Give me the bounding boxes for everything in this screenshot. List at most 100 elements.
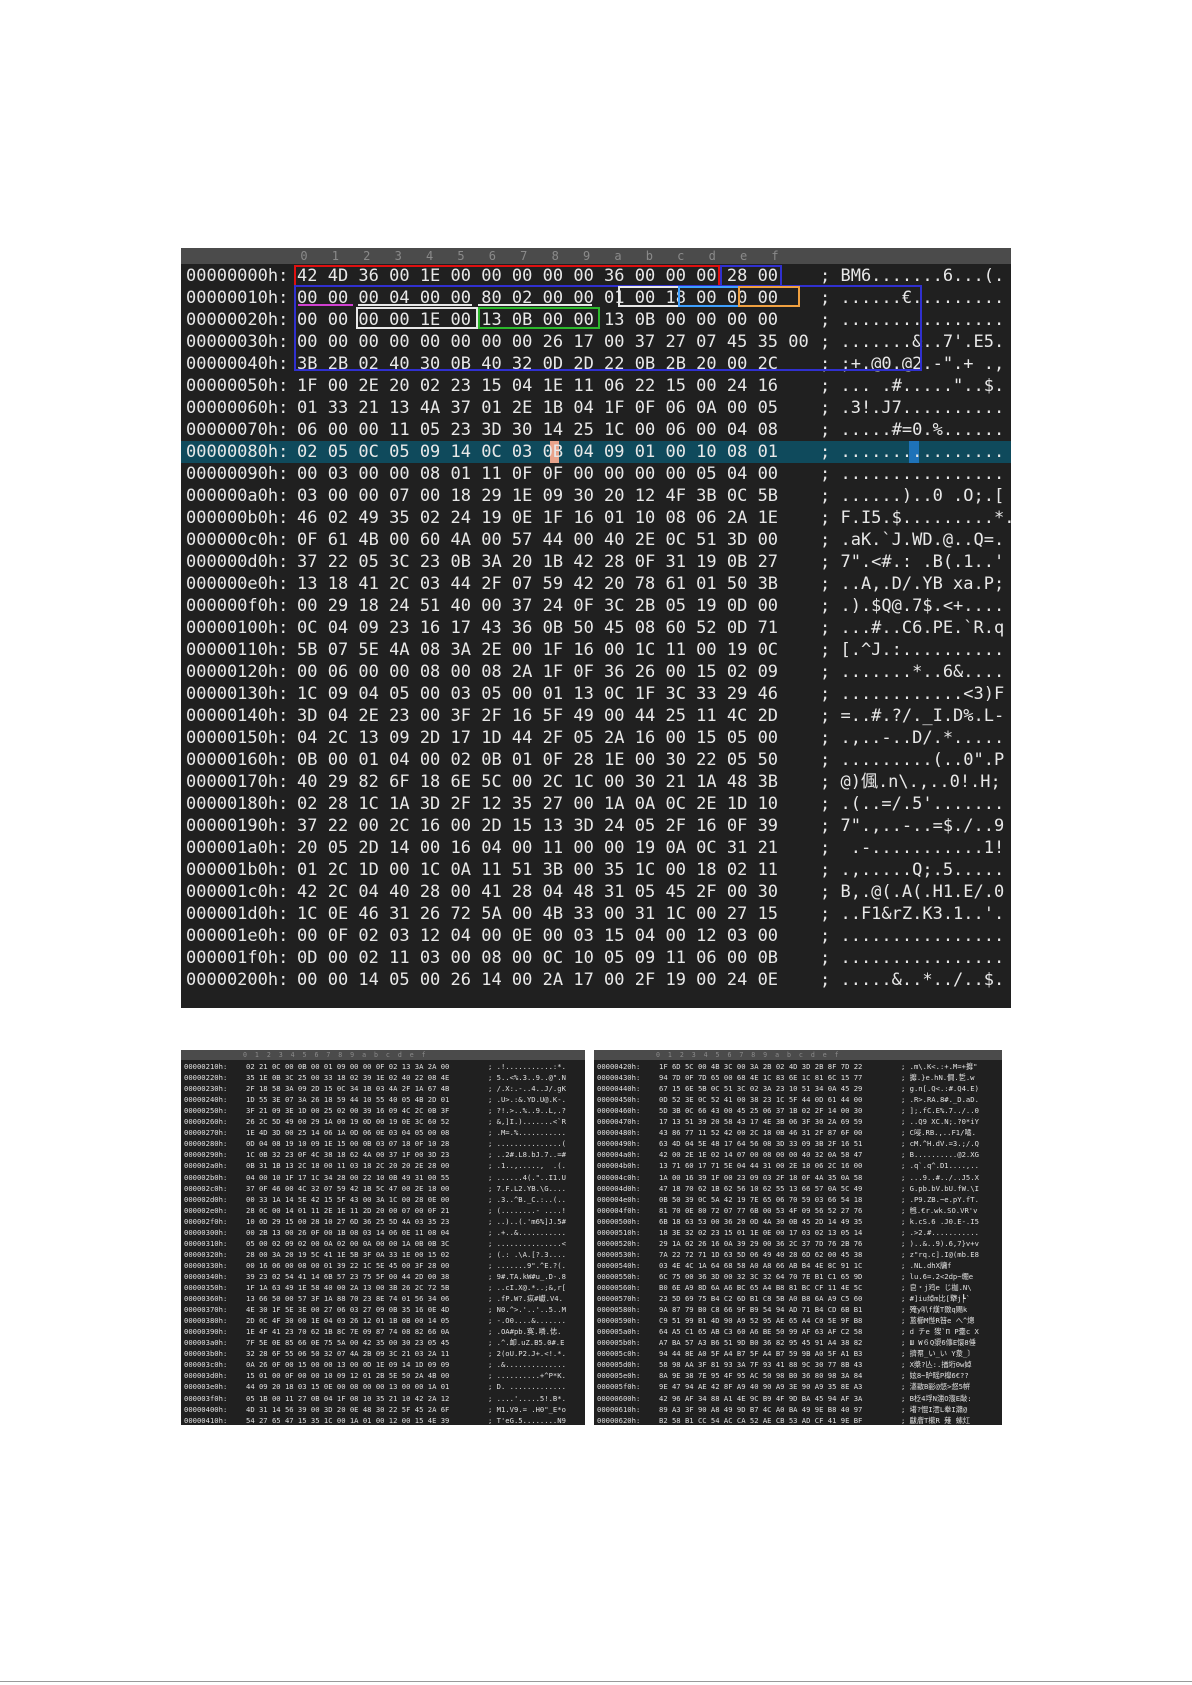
hex-row[interactable]: 000005c0h: 94 44 8E A0 5F A4 B7 5F A4 B7 … [594,1348,1002,1360]
hex-row[interactable]: 00000500h: 6B 18 63 53 00 36 20 0D 4A 30 … [594,1216,1002,1228]
hex-row[interactable]: 000004f0h: 81 70 0E 80 72 07 77 6B 00 53 … [594,1205,1002,1217]
hex-row[interactable]: 00000620h: B2 58 B1 CC 54 AC CA 52 AE CB … [594,1415,1002,1425]
hex-row[interactable]: 00000380h: 2D 0C 4F 30 00 1E 04 03 26 12 … [181,1315,585,1327]
selected-row[interactable]: 00000080h: 02 05 0C 05 09 14 0C 03 0B 04 … [181,441,1011,463]
hex-row[interactable]: 00000460h: 5D 3B 0C 66 43 00 45 25 06 37 … [594,1105,1002,1117]
hex-row[interactable]: 000004b0h: 13 71 60 17 71 5E 04 44 31 00 … [594,1160,1002,1172]
hex-row[interactable]: 00000150h: 04 2C 13 09 2D 17 1D 44 2F 05 … [181,727,1011,749]
hex-row[interactable]: 00000570h: 23 5D 69 75 B4 C2 6D B1 C8 5B … [594,1293,1002,1305]
hex-row[interactable]: 00000610h: 89 A3 3F 90 A8 49 9D B7 4C A0 … [594,1404,1002,1416]
hex-row[interactable]: 00000600h: 42 96 AF 34 88 A1 4E 9C B9 4F … [594,1393,1002,1405]
hex-row[interactable]: 00000030h: 00 00 00 00 00 00 00 00 26 17 … [181,331,1011,353]
hex-row[interactable]: 00000090h: 00 03 00 00 08 01 11 0F 0F 00 … [181,463,1011,485]
hex-row[interactable]: 00000360h: 13 66 50 00 57 3F 1A 88 70 23 … [181,1293,585,1305]
hex-row[interactable]: 00000160h: 0B 00 01 04 00 02 0B 01 0F 28 … [181,749,1011,771]
hex-row[interactable]: 00000120h: 00 06 00 00 08 00 08 2A 1F 0F … [181,661,1011,683]
hex-row[interactable]: 000002c0h: 37 0F 46 00 4C 32 07 59 42 1B … [181,1183,585,1195]
hex-row[interactable]: 000001e0h: 00 0F 02 03 12 04 00 0E 00 03 … [181,925,1011,947]
hex-row[interactable]: 000000d0h: 37 22 05 3C 23 0B 3A 20 1B 42 … [181,551,1011,573]
hex-row[interactable]: 00000510h: 18 3E 32 02 23 15 01 1E 0E 00 … [594,1227,1002,1239]
hex-row[interactable]: 00000010h: 00 00 00 04 00 00 80 02 00 00 … [181,287,1011,309]
hex-row[interactable]: 00000130h: 1C 09 04 05 00 03 05 00 01 13 … [181,683,1011,705]
hex-row[interactable]: 00000070h: 06 00 00 11 05 23 3D 30 14 25 … [181,419,1011,441]
hex-row[interactable]: 000000f0h: 00 29 18 24 51 40 00 37 24 0F … [181,595,1011,617]
hex-row[interactable]: 00000110h: 5B 07 5E 4A 08 3A 2E 00 1F 16 … [181,639,1011,661]
hex-row[interactable]: 00000200h: 00 00 14 05 00 26 14 00 2A 17 … [181,969,1011,991]
hex-row[interactable]: 00000100h: 0C 04 09 23 16 17 43 36 0B 50 … [181,617,1011,639]
hex-row[interactable]: 00000270h: 1E 4D 3D 00 25 14 06 1A 0D 06 … [181,1127,585,1139]
hex-row[interactable]: 000001f0h: 0D 00 02 11 03 00 08 00 0C 10 … [181,947,1011,969]
hex-row[interactable]: 000001d0h: 1C 0E 46 31 26 72 5A 00 4B 33 … [181,903,1011,925]
hex-row[interactable]: 00000040h: 3B 2B 02 40 30 0B 40 32 0D 2D … [181,353,1011,375]
hex-row[interactable]: 000003a0h: 7F 5E 0E 85 66 0E 75 5A 00 42 … [181,1337,585,1349]
hex-row[interactable]: 00000560h: B0 6E A9 8D 6A A6 BC 65 A4 B8 … [594,1282,1002,1294]
hex-row[interactable]: 00000530h: 7A 22 72 71 1D 63 5D 06 49 40 … [594,1249,1002,1261]
hex-row[interactable]: 00000410h: 54 27 65 47 15 35 1C 00 1A 01 … [181,1415,585,1425]
hex-row[interactable]: 000002f0h: 10 0D 29 15 00 28 10 27 6D 36 … [181,1216,585,1228]
hex-row[interactable]: 00000050h: 1F 00 2E 20 02 23 15 04 1E 11 … [181,375,1011,397]
hex-row[interactable]: 000005a0h: 64 A5 C1 65 AB C3 60 A6 BE 50 … [594,1326,1002,1338]
hex-row[interactable]: 00000480h: 43 86 77 11 52 42 00 2C 18 0B … [594,1127,1002,1139]
hex-row[interactable]: 00000430h: 94 7D 0F 7D 65 00 68 4E 1C 83 … [594,1072,1002,1084]
hex-row[interactable]: 00000470h: 17 13 51 39 20 58 43 17 4E 3B … [594,1116,1002,1128]
hex-row[interactable]: 00000280h: 0D 04 08 19 10 09 1E 15 00 0B … [181,1138,585,1150]
hex-row[interactable]: 000003b0h: 32 28 6F 55 06 50 32 07 4A 2B … [181,1348,585,1360]
hex-row[interactable]: 000001a0h: 20 05 2D 14 00 16 04 00 11 00 … [181,837,1011,859]
hex-row[interactable]: 000003d0h: 15 01 00 0F 00 00 10 09 12 01 … [181,1370,585,1382]
hex-row[interactable]: 000003c0h: 0A 26 0F 00 15 00 00 13 00 0D … [181,1359,585,1371]
hex-row[interactable]: 00000550h: 6C 75 00 36 3D 00 32 3C 32 64 … [594,1271,1002,1283]
hex-row[interactable]: 00000230h: 2F 18 58 3A 09 2D 15 0C 34 1B … [181,1083,585,1095]
hex-row[interactable]: 00000420h: 1F 6D 5C 00 4B 3C 00 3A 2B 02 … [594,1061,1002,1073]
hex-row[interactable]: 000004a0h: 42 00 2E 1E 02 14 07 00 08 00 … [594,1149,1002,1161]
hex-row[interactable]: 00000290h: 1C 0B 32 23 0F 4C 38 18 62 4A … [181,1149,585,1161]
hex-row[interactable]: 00000060h: 01 33 21 13 4A 37 01 2E 1B 04 … [181,397,1011,419]
hex-row[interactable]: 00000140h: 3D 04 2E 23 00 3F 2F 16 5F 49 … [181,705,1011,727]
hex-row[interactable]: 000000e0h: 13 18 41 2C 03 44 2F 07 59 42 … [181,573,1011,595]
hex-row[interactable]: 000002a0h: 0B 31 1B 13 2C 18 00 11 03 18 … [181,1160,585,1172]
hex-row[interactable]: 00000350h: 1F 1A 63 49 1E 58 40 00 2A 13 … [181,1282,585,1294]
hex-row[interactable]: 00000450h: 0D 52 3E 0C 52 41 00 38 23 1C … [594,1094,1002,1106]
hex-row[interactable]: 00000300h: 00 2B 13 00 26 0F 00 1B 08 03 … [181,1227,585,1239]
hex-row[interactable]: 00000590h: C9 51 99 B1 4D 90 A9 52 95 AE … [594,1315,1002,1327]
hex-row[interactable]: 00000320h: 28 00 3A 20 19 5C 41 1E 5B 3F … [181,1249,585,1261]
hex-row[interactable]: 00000520h: 29 1A 02 26 16 0A 39 29 00 36 … [594,1238,1002,1250]
hex-row[interactable]: 00000440h: 67 15 6E 5B 0C 51 3C 02 3A 23 … [594,1083,1002,1095]
hex-row[interactable]: 00000180h: 02 28 1C 1A 3D 2F 12 35 27 00 … [181,793,1011,815]
hex-row[interactable]: 000005d0h: 58 98 AA 3F 81 93 3A 7F 93 41 … [594,1359,1002,1371]
hex-row[interactable]: 00000190h: 37 22 00 2C 16 00 2D 15 13 3D … [181,815,1011,837]
row-ascii: ; ................ [820,926,1005,946]
hex-row[interactable]: 000001c0h: 42 2C 04 40 28 00 41 28 04 48 … [181,881,1011,903]
hex-row[interactable]: 00000400h: 4D 31 14 56 39 00 3D 20 0E 48 … [181,1404,585,1416]
hex-row[interactable]: 00000020h: 00 00 00 00 1E 00 13 0B 00 00 … [181,309,1011,331]
hex-row[interactable]: 00000260h: 26 2C 5D 49 00 29 1A 00 19 0D … [181,1116,585,1128]
hex-row[interactable]: 00000240h: 1D 55 3E 07 3A 26 18 59 44 10 … [181,1094,585,1106]
hex-row[interactable]: 000000b0h: 46 02 49 35 02 24 19 0E 1F 16 … [181,507,1011,529]
hex-row[interactable]: 00000490h: 63 4D 04 5E 48 17 64 56 08 3D … [594,1138,1002,1150]
hex-row[interactable]: 000001b0h: 01 2C 1D 00 1C 0A 11 51 3B 00 … [181,859,1011,881]
hex-row[interactable]: 00000340h: 39 23 02 54 41 14 6B 57 23 75 … [181,1271,585,1283]
hex-row[interactable]: 000000c0h: 0F 61 4B 00 60 4A 00 57 44 00 … [181,529,1011,551]
hex-row[interactable]: 000005e0h: 8A 9E 38 7E 95 4F 95 AC 50 98 … [594,1370,1002,1382]
hex-row[interactable]: 000002e0h: 28 0C 00 14 01 11 2E 1E 11 2D … [181,1205,585,1217]
hex-row[interactable]: 00000370h: 4E 30 1F 5E 3E 00 27 06 03 27 … [181,1304,585,1316]
hex-row[interactable]: 00000000h: 42 4D 36 00 1E 00 00 00 00 00 … [181,265,1011,287]
hex-row[interactable]: 00000220h: 35 1E 0B 3C 25 00 33 18 02 39 … [181,1072,585,1084]
hex-row[interactable]: 00000170h: 40 29 82 6F 18 6E 5C 00 2C 1C … [181,771,1011,793]
hex-row[interactable]: 00000250h: 3F 21 09 3E 1D 00 25 02 00 39 … [181,1105,585,1117]
hex-row[interactable]: 000004e0h: 0B 50 39 0C 5A 42 19 7E 65 06 … [594,1194,1002,1206]
hex-row[interactable]: 000003e0h: 44 09 20 18 03 15 0E 00 08 00 … [181,1381,585,1393]
hex-row[interactable]: 000004c0h: 1A 00 16 39 1F 00 23 09 03 2F … [594,1172,1002,1184]
hex-row[interactable]: 000003f0h: 05 1B 00 11 27 0B 04 1F 08 10 … [181,1393,585,1405]
hex-row[interactable]: 00000210h: 02 21 0C 00 0B 00 01 09 00 00 … [181,1061,585,1073]
hex-row[interactable]: 00000540h: 03 4E 4C 1A 64 68 58 A0 A8 66 … [594,1260,1002,1272]
hex-row[interactable]: 000005b0h: A7 BA 57 A3 B6 51 9D B0 36 82 … [594,1337,1002,1349]
hex-row[interactable]: 00000580h: 9A 87 79 B0 C8 66 9F B9 54 94 … [594,1304,1002,1316]
hex-row[interactable]: 00000390h: 1E 4F 41 23 70 62 1B 8C 7E 09 … [181,1326,585,1338]
hex-row[interactable]: 000004d0h: 47 18 70 62 1B 62 56 10 62 55 … [594,1183,1002,1195]
hex-row[interactable]: 00000310h: 05 00 02 09 02 00 0A 02 00 0A … [181,1238,585,1250]
hex-row[interactable]: 00000330h: 00 16 06 00 08 00 01 39 22 1C … [181,1260,585,1272]
hex-row[interactable]: 000005f0h: 9E 47 94 AE 42 8F A9 40 90 A9 … [594,1381,1002,1393]
hex-row[interactable]: 000002d0h: 00 33 1A 14 5E 42 15 5F 43 00 … [181,1194,585,1206]
hex-row[interactable]: 000002b0h: 04 00 10 1F 17 1C 34 28 00 22 … [181,1172,585,1184]
hex-row[interactable]: 000000a0h: 03 00 00 07 00 18 29 1E 09 30 … [181,485,1011,507]
